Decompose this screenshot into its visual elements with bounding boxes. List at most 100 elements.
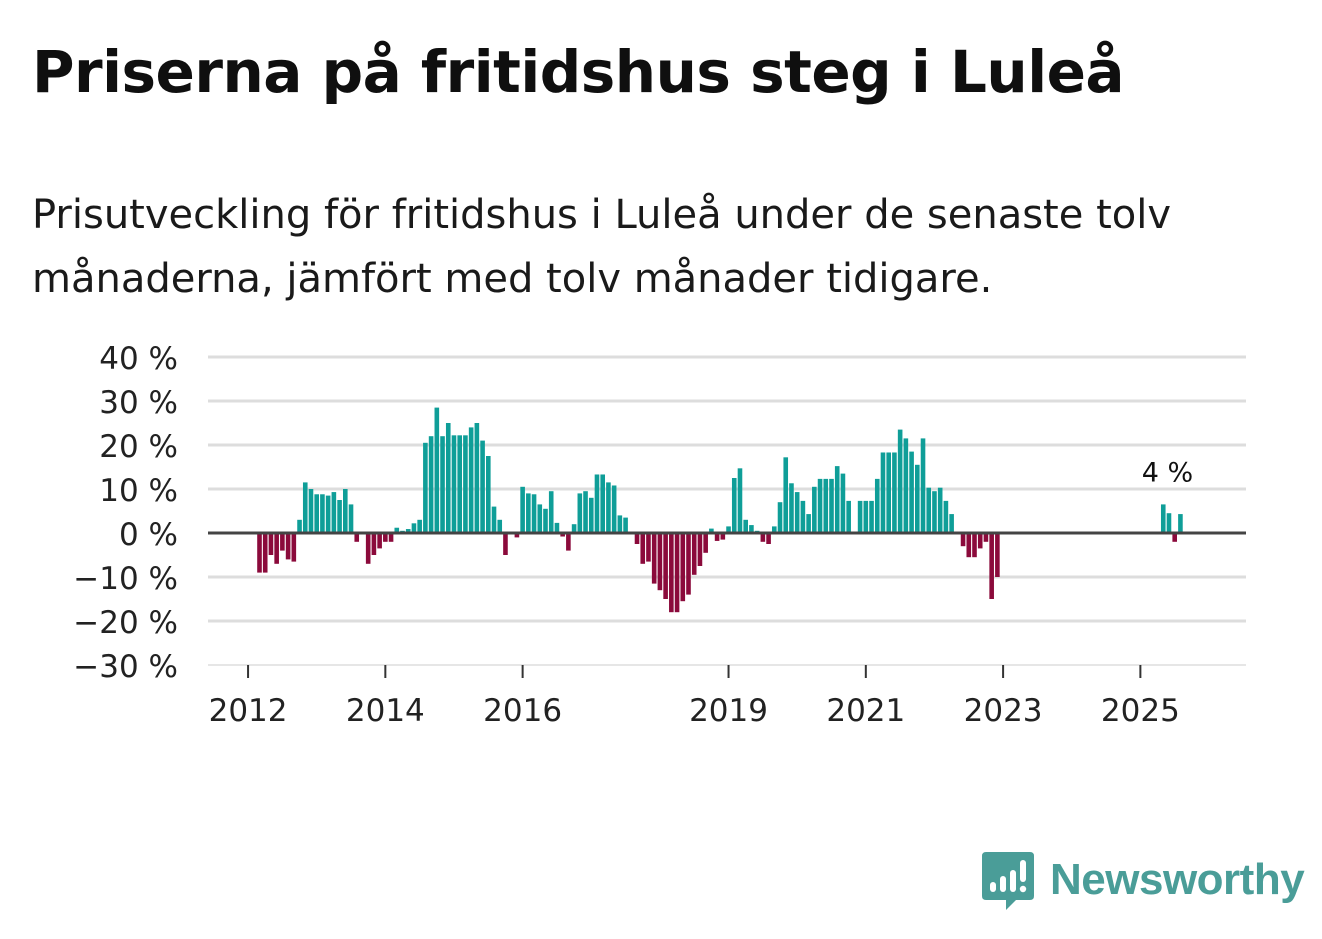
- bar: [714, 533, 720, 541]
- bar: [897, 429, 903, 533]
- bar: [794, 492, 800, 533]
- x-tick-label: 2012: [209, 693, 288, 729]
- bar: [566, 533, 571, 551]
- bar: [937, 487, 943, 533]
- bar: [834, 466, 840, 533]
- latest-value-label: 4 %: [1142, 457, 1193, 488]
- bar: [960, 533, 966, 547]
- bar: [451, 435, 457, 533]
- bar: [949, 514, 954, 533]
- bar: [531, 494, 537, 533]
- bar: [772, 526, 777, 533]
- bar: [468, 427, 474, 533]
- bar: [863, 500, 869, 533]
- bar: [680, 533, 686, 602]
- bar: [909, 451, 914, 533]
- y-tick-label: −10 %: [73, 561, 178, 597]
- bar: [886, 452, 891, 533]
- bar: [588, 497, 594, 533]
- bar: [1160, 504, 1166, 533]
- bar: [417, 519, 422, 533]
- x-tick-label: 2019: [689, 693, 768, 729]
- bar: [571, 524, 577, 533]
- bar: [869, 500, 874, 533]
- bar: [285, 533, 291, 560]
- bar: [709, 528, 714, 533]
- bar: [977, 533, 983, 549]
- bar: [846, 500, 851, 533]
- bar: [280, 533, 285, 551]
- bar: [325, 495, 331, 533]
- y-tick-label: 40 %: [99, 341, 178, 377]
- y-axis-labels: 40 % 30 % 20 % 10 % 0 % −10 % −20 % −30 %: [73, 341, 178, 685]
- bar-chart: 40 %30 %20 %10 %0 %−10 %−20 %−30 % 2012 2…: [73, 341, 1246, 729]
- bar: [486, 456, 491, 533]
- bar: [663, 533, 668, 599]
- bar: [434, 407, 440, 533]
- bar: [388, 533, 394, 542]
- bar: [583, 491, 588, 533]
- bar: [812, 486, 817, 533]
- bar: [537, 504, 543, 533]
- bar: [731, 478, 737, 533]
- bar: [554, 522, 560, 533]
- chart-subtitle: Prisutveckling för fritidshus i Luleå un…: [32, 192, 1172, 302]
- bar: [880, 452, 886, 533]
- bar: [915, 464, 920, 533]
- bar: [703, 533, 708, 553]
- bar: [348, 504, 354, 533]
- bar: [606, 482, 611, 533]
- bar: [560, 533, 565, 537]
- bar: [966, 533, 972, 558]
- x-axis: 2012 2014 2016 2019 2021 2023 2025: [209, 665, 1180, 729]
- bar: [365, 533, 371, 564]
- bar: [669, 533, 674, 613]
- bar: [491, 506, 497, 533]
- bar: [463, 435, 468, 533]
- bar: [1178, 514, 1183, 533]
- bar: [514, 533, 520, 538]
- bar: [428, 436, 434, 533]
- bar: [972, 533, 977, 558]
- bar: [1166, 513, 1172, 533]
- bar: [726, 526, 731, 533]
- bar: [983, 533, 989, 542]
- bar: [903, 438, 909, 533]
- bar: [291, 533, 297, 562]
- bar: [611, 485, 617, 533]
- y-tick-label: −20 %: [73, 605, 178, 641]
- bar: [783, 457, 789, 533]
- bar: [686, 533, 691, 595]
- bar: [474, 423, 480, 533]
- grid-lines: [208, 355, 1246, 666]
- bar: [737, 468, 743, 533]
- bar: [480, 440, 485, 533]
- bar: [800, 500, 806, 533]
- bar: [331, 492, 337, 533]
- bar: [377, 533, 382, 549]
- bar: [892, 452, 897, 533]
- bar: [674, 533, 680, 613]
- bar: [440, 436, 445, 533]
- bar: [526, 493, 531, 533]
- y-tick-label: 10 %: [99, 473, 178, 509]
- bar: [543, 508, 548, 533]
- bar: [262, 533, 268, 573]
- brand: Newsworthy: [980, 848, 1305, 912]
- bar: [1172, 533, 1177, 542]
- bar: [857, 500, 863, 533]
- bar: [720, 533, 726, 540]
- bar: [932, 491, 937, 533]
- y-tick-label: 20 %: [99, 429, 178, 465]
- bar: [743, 519, 748, 533]
- bar: [577, 493, 583, 533]
- bar: [411, 523, 417, 533]
- bar: [337, 500, 342, 533]
- x-tick-label: 2025: [1101, 693, 1180, 729]
- bar: [995, 533, 1000, 577]
- bar: [257, 533, 262, 573]
- bar: [691, 533, 697, 575]
- bar: [817, 478, 823, 533]
- y-tick-label: 30 %: [99, 385, 178, 421]
- bar: [297, 519, 302, 533]
